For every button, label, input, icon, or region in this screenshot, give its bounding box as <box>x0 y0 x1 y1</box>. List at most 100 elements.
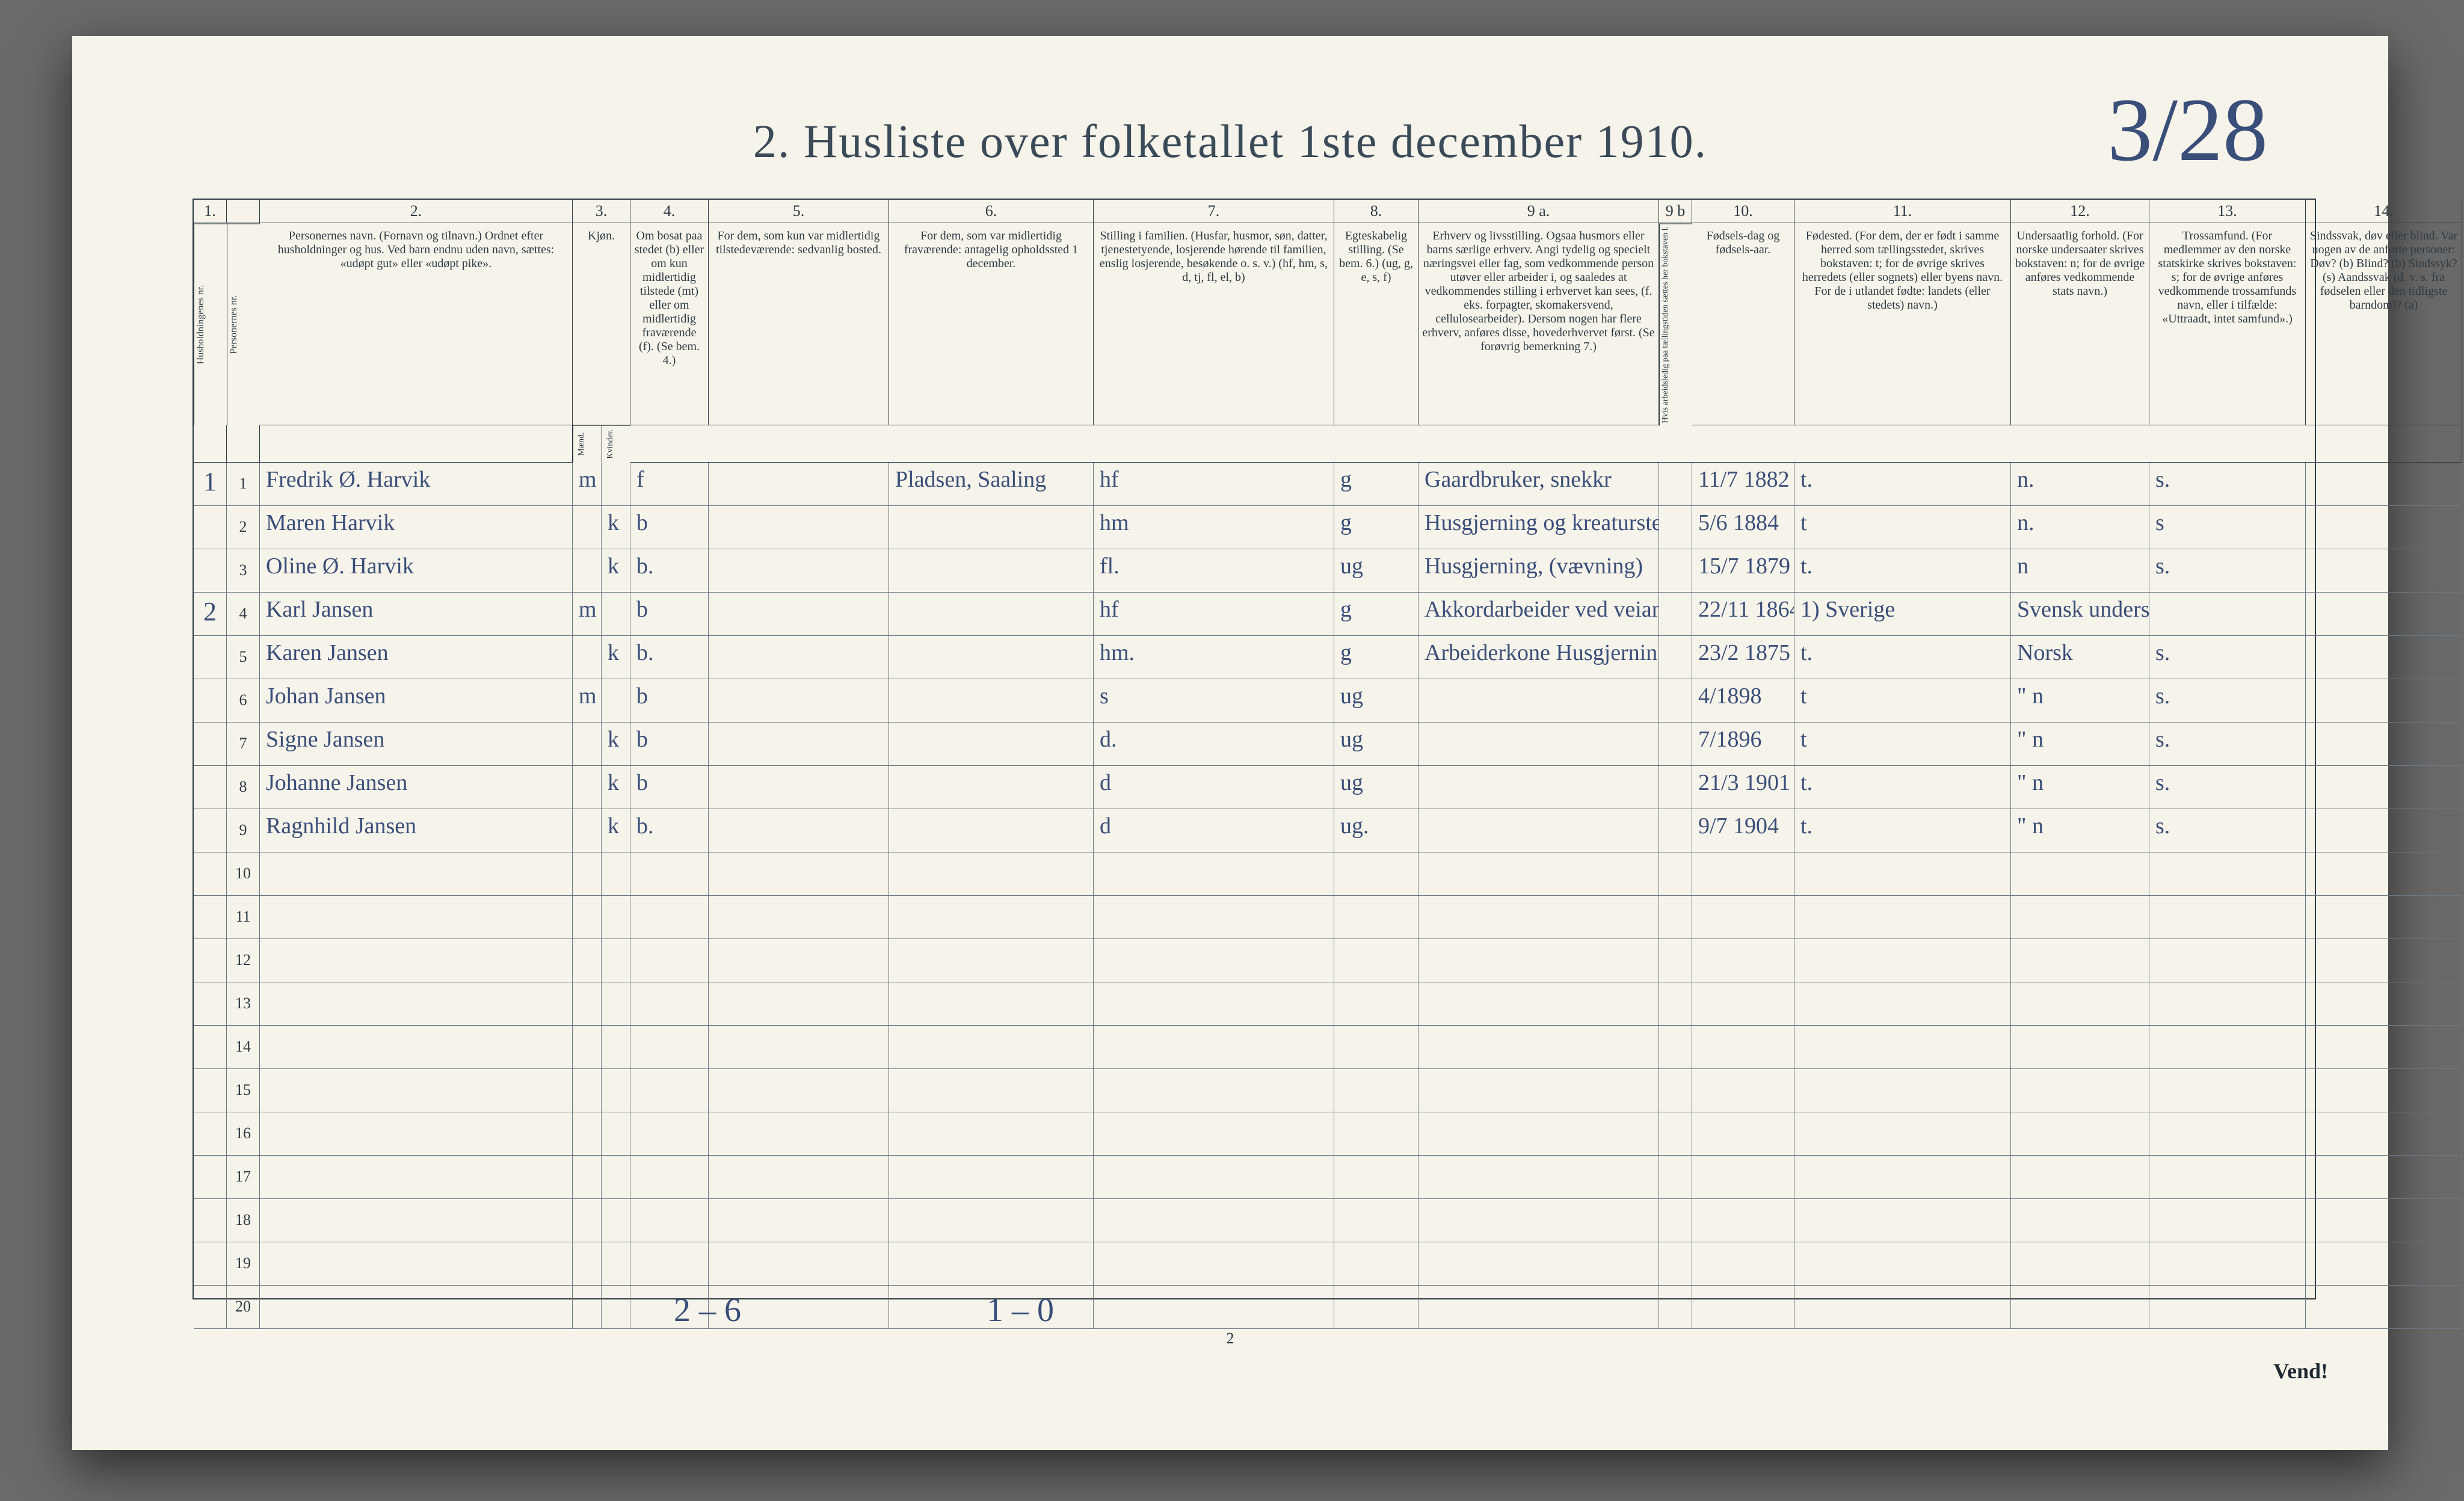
header-nationality: Undersaatlig forhold. (For norske unders… <box>2011 223 2149 425</box>
temp-present <box>709 636 889 679</box>
temp-present <box>709 679 889 723</box>
marital-status: g <box>1334 506 1418 549</box>
nationality <box>2011 896 2149 939</box>
temp-absent <box>889 506 1094 549</box>
temp-absent <box>889 679 1094 723</box>
marital-status: ug <box>1334 766 1418 809</box>
occupation <box>1418 1112 1659 1156</box>
sex-female: k <box>602 809 630 852</box>
birth-date: 9/7 1904 <box>1692 809 1794 852</box>
residence-code <box>630 1242 709 1286</box>
occupation <box>1418 679 1659 723</box>
occupation: Gaardbruker, snekkr <box>1418 463 1659 506</box>
sex-male <box>573 1069 602 1112</box>
person-name <box>260 1156 573 1199</box>
page-number: 2 <box>1227 1330 1234 1348</box>
header-dob: Fødsels-dag og fødsels-aar. <box>1692 223 1794 425</box>
table-row: 5Karen Jansenkb.hm.gArbeiderkone Husgjer… <box>194 636 2315 679</box>
infirmity <box>2306 679 2462 723</box>
birth-place <box>1794 1069 2011 1112</box>
temp-absent <box>889 1112 1094 1156</box>
sub-blank-4 <box>630 425 2462 463</box>
person-name <box>260 982 573 1026</box>
table-row: 11Fredrik Ø. HarvikmfPladsen, Saalinghfg… <box>194 463 2315 506</box>
sex-male <box>573 723 602 766</box>
temp-present <box>709 593 889 636</box>
unemployed <box>1659 679 1692 723</box>
religion <box>2149 1069 2306 1112</box>
table-row: 14 <box>194 1026 2315 1069</box>
temp-present <box>709 463 889 506</box>
residence-code: b <box>630 723 709 766</box>
family-position <box>1094 852 1334 896</box>
religion <box>2149 593 2306 636</box>
infirmity <box>2306 1026 2462 1069</box>
colnum-9b: 9 b <box>1659 200 1692 223</box>
family-position: fl. <box>1094 549 1334 593</box>
birth-place <box>1794 1112 2011 1156</box>
person-name: Johanne Jansen <box>260 766 573 809</box>
religion: s <box>2149 506 2306 549</box>
nationality: n <box>2011 549 2149 593</box>
nationality <box>2011 982 2149 1026</box>
person-no: 1 <box>227 463 260 506</box>
household-no <box>194 549 227 593</box>
temp-present <box>709 766 889 809</box>
sex-male: m <box>573 593 602 636</box>
marital-status <box>1334 1069 1418 1112</box>
birth-place: 1) Sverige <box>1794 593 2011 636</box>
census-page: 3/28 2. Husliste over folketallet 1ste d… <box>72 36 2388 1450</box>
temp-absent <box>889 1069 1094 1112</box>
person-name <box>260 1242 573 1286</box>
family-position <box>1094 1199 1334 1242</box>
religion <box>2149 1112 2306 1156</box>
infirmity <box>2306 723 2462 766</box>
occupation <box>1418 1156 1659 1199</box>
person-name <box>260 896 573 939</box>
sex-female: k <box>602 636 630 679</box>
marital-status <box>1334 1156 1418 1199</box>
colnum-4: 4. <box>630 200 709 223</box>
person-name <box>260 1069 573 1112</box>
birth-place <box>1794 896 2011 939</box>
residence-code: b <box>630 506 709 549</box>
household-no <box>194 1286 227 1329</box>
unemployed <box>1659 809 1692 852</box>
temp-present <box>709 809 889 852</box>
birth-place <box>1794 1199 2011 1242</box>
person-name: Karen Jansen <box>260 636 573 679</box>
table-row: 3Oline Ø. Harvikkb.fl.ugHusgjerning, (væ… <box>194 549 2315 593</box>
person-name: Fredrik Ø. Harvik <box>260 463 573 506</box>
colnum-7: 7. <box>1094 200 1334 223</box>
temp-absent <box>889 636 1094 679</box>
sex-female <box>602 1112 630 1156</box>
temp-present <box>709 1156 889 1199</box>
sex-female: k <box>602 506 630 549</box>
infirmity <box>2306 852 2462 896</box>
sex-male <box>573 766 602 809</box>
temp-absent <box>889 723 1094 766</box>
religion <box>2149 896 2306 939</box>
infirmity <box>2306 1156 2462 1199</box>
family-position: s <box>1094 679 1334 723</box>
occupation <box>1418 1199 1659 1242</box>
marital-status <box>1334 1026 1418 1069</box>
sex-female <box>602 1156 630 1199</box>
header-temp-present: For dem, som kun var midlertidig tilsted… <box>709 223 889 425</box>
nationality: Svensk undersaat <box>2011 593 2149 636</box>
residence-code <box>630 852 709 896</box>
residence-code <box>630 1199 709 1242</box>
birth-date: 11/7 1882 <box>1692 463 1794 506</box>
nationality <box>2011 852 2149 896</box>
table-row: 8Johanne Jansenkbdug21/3 1901t." ns. <box>194 766 2315 809</box>
household-no <box>194 1242 227 1286</box>
unemployed <box>1659 1069 1692 1112</box>
table-row: 24Karl JansenmbhfgAkkordarbeider ved vei… <box>194 593 2315 636</box>
family-position: d. <box>1094 723 1334 766</box>
footer-tally-left: 2 – 6 <box>674 1291 741 1330</box>
colnum-10: 10. <box>1692 200 1794 223</box>
residence-code <box>630 896 709 939</box>
household-no <box>194 982 227 1026</box>
infirmity <box>2306 549 2462 593</box>
sex-male <box>573 939 602 982</box>
